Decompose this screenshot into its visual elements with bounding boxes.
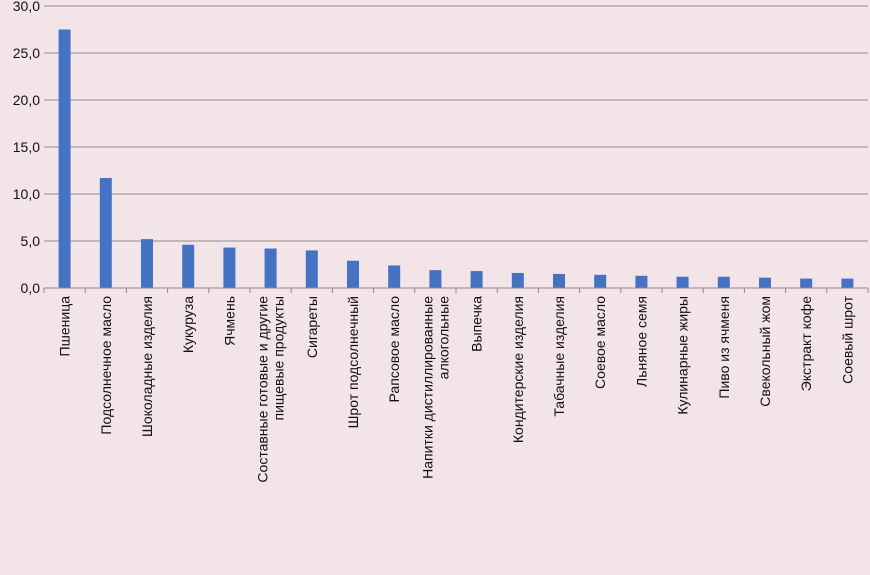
x-tick-label: Соевое масло <box>592 296 608 389</box>
bar <box>223 247 236 288</box>
bar <box>264 248 277 288</box>
bar <box>594 274 607 288</box>
gridlines <box>44 5 868 242</box>
x-tick-label: Кукуруза <box>180 296 196 353</box>
x-tick-label: Рапсовое масло <box>386 296 402 403</box>
y-tick-label: 5,0 <box>21 233 41 249</box>
bar <box>553 273 565 288</box>
x-tick-label: Кулинарные жиры <box>675 296 691 415</box>
x-tick-label: Кондитерские изделия <box>510 296 526 443</box>
bar <box>141 239 153 288</box>
x-tick-label: Шрот подсолнечный <box>345 296 361 428</box>
x-tick-label: Напитки дистиллированныеалкогольные <box>419 296 451 479</box>
bar <box>429 270 442 288</box>
bar <box>305 250 318 288</box>
y-tick-label: 0,0 <box>21 280 41 296</box>
bar <box>717 276 730 288</box>
x-tick-label: Сигареты <box>304 296 320 358</box>
x-tick-label: Составные готовые и другиепищевые продук… <box>255 296 287 483</box>
x-tick-label: Шоколадные изделия <box>139 296 155 437</box>
x-tick-label: Пшеница <box>57 296 73 357</box>
bar <box>759 277 771 288</box>
bar <box>388 265 401 288</box>
bar <box>347 260 359 288</box>
bars <box>58 29 854 288</box>
bar <box>58 29 71 288</box>
bar <box>99 178 112 288</box>
x-tick-label: Свекольный жом <box>757 296 773 407</box>
y-tick-label: 15,0 <box>13 139 40 155</box>
x-tick-label: Экстракт кофе <box>798 296 814 392</box>
bar <box>800 278 813 288</box>
bar <box>841 278 854 288</box>
bar <box>635 275 648 288</box>
x-tick-label: Пиво из ячменя <box>716 296 732 399</box>
x-tick-label: Табачные изделия <box>551 296 567 417</box>
y-tick-label: 25,0 <box>13 45 40 61</box>
bar <box>182 244 195 288</box>
bar <box>511 272 524 288</box>
x-tick-label: Соевый шрот <box>839 295 855 383</box>
x-tick-label: Подсолнечное масло <box>98 296 114 435</box>
y-axis-tick-labels: 0,0 5,0 10,0 15,0 20,0 25,0 30,0 <box>13 0 40 296</box>
x-axis-category-labels: Пшеница Подсолнечное масло Шоколадные изде… <box>57 295 856 482</box>
x-axis <box>43 287 869 293</box>
bar <box>470 271 483 288</box>
x-tick-label: Выпечка <box>469 296 485 352</box>
y-tick-label: 20,0 <box>13 92 40 108</box>
x-tick-label: Ячмень <box>221 296 237 346</box>
x-tick-label: Льняное семя <box>633 296 649 387</box>
y-tick-label: 30,0 <box>13 0 40 14</box>
bar <box>676 276 689 288</box>
y-tick-label: 10,0 <box>13 186 40 202</box>
